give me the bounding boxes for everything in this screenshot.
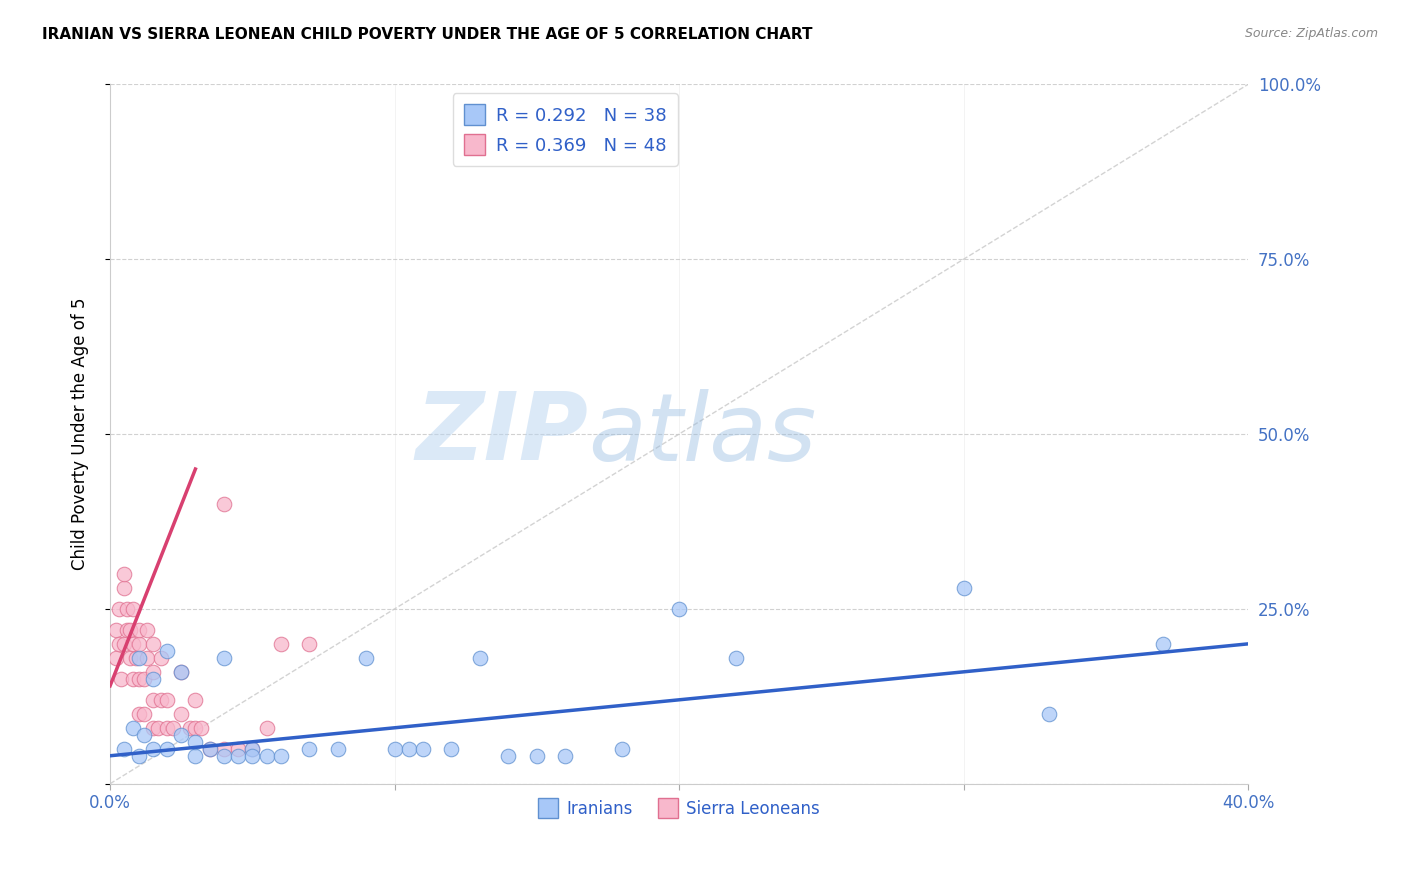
Point xyxy=(184,748,207,763)
Point xyxy=(121,721,143,735)
Point xyxy=(226,741,249,756)
Point xyxy=(112,581,135,595)
Point xyxy=(170,706,193,721)
Text: Source: ZipAtlas.com: Source: ZipAtlas.com xyxy=(1244,27,1378,40)
Point xyxy=(184,735,207,749)
Point xyxy=(198,741,221,756)
Point xyxy=(398,741,420,756)
Point xyxy=(104,623,127,637)
Point xyxy=(498,748,520,763)
Point xyxy=(142,637,165,651)
Point xyxy=(354,651,377,665)
Point xyxy=(134,728,156,742)
Point xyxy=(142,741,165,756)
Point xyxy=(162,721,184,735)
Point xyxy=(115,602,138,616)
Point xyxy=(107,637,129,651)
Point xyxy=(128,651,150,665)
Point xyxy=(112,637,135,651)
Point xyxy=(112,566,135,581)
Point xyxy=(128,672,150,686)
Point xyxy=(256,721,278,735)
Point xyxy=(150,651,173,665)
Text: IRANIAN VS SIERRA LEONEAN CHILD POVERTY UNDER THE AGE OF 5 CORRELATION CHART: IRANIAN VS SIERRA LEONEAN CHILD POVERTY … xyxy=(42,27,813,42)
Point xyxy=(270,748,292,763)
Point xyxy=(115,623,138,637)
Point xyxy=(526,748,548,763)
Point xyxy=(170,665,193,679)
Point xyxy=(142,665,165,679)
Point xyxy=(724,651,747,665)
Point xyxy=(554,748,576,763)
Point xyxy=(148,721,170,735)
Point xyxy=(198,741,221,756)
Point xyxy=(212,497,235,511)
Point xyxy=(326,741,349,756)
Point xyxy=(170,665,193,679)
Point xyxy=(104,651,127,665)
Point xyxy=(384,741,406,756)
Text: atlas: atlas xyxy=(588,389,817,480)
Point xyxy=(668,602,690,616)
Point xyxy=(240,748,263,763)
Point xyxy=(256,748,278,763)
Legend: Iranians, Sierra Leoneans: Iranians, Sierra Leoneans xyxy=(531,792,827,824)
Point xyxy=(107,602,129,616)
Point xyxy=(240,741,263,756)
Point xyxy=(134,706,156,721)
Point xyxy=(156,741,179,756)
Point xyxy=(150,693,173,707)
Point xyxy=(212,748,235,763)
Point xyxy=(142,721,165,735)
Point xyxy=(110,672,132,686)
Point xyxy=(128,623,150,637)
Point xyxy=(298,741,321,756)
Point xyxy=(142,672,165,686)
Point xyxy=(142,693,165,707)
Point xyxy=(124,651,146,665)
Point xyxy=(128,706,150,721)
Point xyxy=(121,637,143,651)
Point xyxy=(952,581,974,595)
Point xyxy=(240,741,263,756)
Point xyxy=(112,741,135,756)
Point xyxy=(226,748,249,763)
Point xyxy=(118,651,141,665)
Point xyxy=(121,602,143,616)
Point xyxy=(156,721,179,735)
Text: ZIP: ZIP xyxy=(415,388,588,480)
Point xyxy=(118,623,141,637)
Point xyxy=(128,748,150,763)
Point xyxy=(184,693,207,707)
Point xyxy=(1152,637,1174,651)
Point xyxy=(156,644,179,658)
Point xyxy=(212,741,235,756)
Point xyxy=(156,693,179,707)
Point xyxy=(412,741,434,756)
Point xyxy=(440,741,463,756)
Y-axis label: Child Poverty Under the Age of 5: Child Poverty Under the Age of 5 xyxy=(72,298,89,570)
Point xyxy=(610,741,633,756)
Point xyxy=(136,651,159,665)
Point xyxy=(270,637,292,651)
Point xyxy=(170,728,193,742)
Point xyxy=(1038,706,1060,721)
Point xyxy=(184,721,207,735)
Point xyxy=(298,637,321,651)
Point xyxy=(128,637,150,651)
Point xyxy=(179,721,201,735)
Point xyxy=(134,672,156,686)
Point xyxy=(190,721,212,735)
Point xyxy=(121,672,143,686)
Point xyxy=(212,651,235,665)
Point xyxy=(136,623,159,637)
Point xyxy=(468,651,491,665)
